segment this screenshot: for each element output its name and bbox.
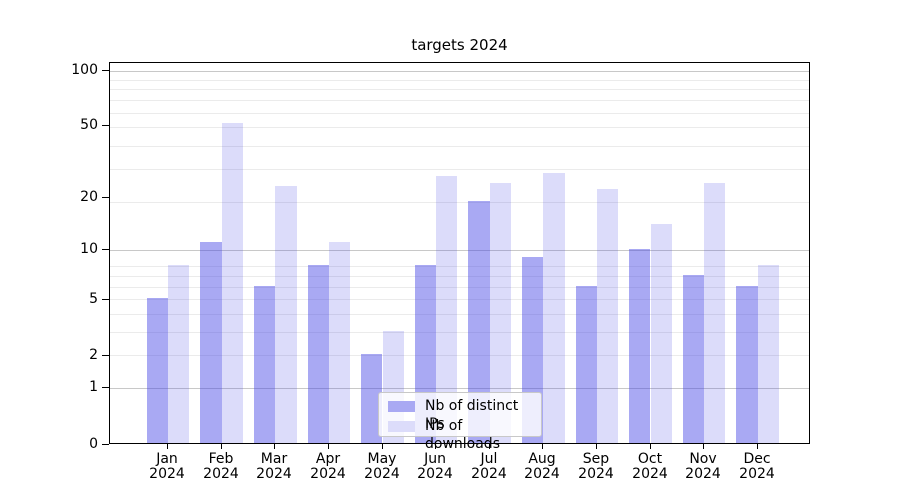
gridline	[110, 314, 809, 315]
bar-nov-distinct-ips	[682, 274, 705, 443]
x-tick-mark	[435, 444, 436, 449]
bar-jan-downloads	[168, 265, 190, 443]
bar-may-distinct-ips	[361, 354, 383, 443]
legend-entry-distinct-ips: Nb of distinct IPs	[379, 396, 541, 432]
y-tick-label: 50	[80, 117, 98, 133]
x-tick-label-apr: Apr 2024	[310, 451, 346, 482]
x-tick-label-aug: Aug 2024	[524, 451, 560, 482]
legend: Nb of distinct IPs Nb of downloads	[378, 392, 542, 452]
gridline	[110, 276, 809, 277]
bar-nov-downloads	[704, 182, 726, 443]
gridline	[110, 113, 809, 114]
gridline	[110, 388, 809, 389]
y-tick-mark	[102, 444, 109, 445]
bar-jul-downloads	[489, 182, 512, 443]
x-tick-mark	[274, 444, 275, 449]
x-tick-mark	[328, 444, 329, 449]
x-tick-label-mar: Mar 2024	[256, 451, 292, 482]
x-tick-label-dec: Dec 2024	[739, 451, 775, 482]
y-tick-mark	[102, 125, 109, 126]
legend-entry-downloads: Nb of downloads	[379, 416, 541, 452]
bar-oct-distinct-ips	[629, 249, 651, 443]
gridline	[110, 89, 809, 90]
legend-swatch-distinct-ips	[388, 401, 415, 412]
legend-label-downloads: Nb of downloads	[425, 418, 500, 452]
x-tick-mark	[596, 444, 597, 449]
x-tick-mark	[542, 444, 543, 449]
y-tick-label: 1	[89, 379, 98, 395]
x-tick-label-sep: Sep 2024	[578, 451, 614, 482]
x-tick-mark	[650, 444, 651, 449]
gridline	[110, 332, 809, 333]
bar-feb-distinct-ips	[200, 241, 222, 443]
gridline	[110, 127, 809, 128]
gridline	[110, 146, 809, 147]
gridline	[110, 71, 809, 72]
legend-label-distinct-ips: Nb of distinct IPs	[425, 398, 519, 432]
bar-sep-distinct-ips	[575, 285, 597, 443]
x-tick-label-feb: Feb 2024	[203, 451, 239, 482]
bar-sep-downloads	[596, 189, 619, 443]
gridline	[110, 299, 809, 300]
chart-title: targets 2024	[411, 36, 508, 54]
x-tick-label-oct: Oct 2024	[632, 451, 668, 482]
bar-mar-distinct-ips	[253, 285, 276, 443]
bar-jan-distinct-ips	[146, 298, 169, 443]
y-tick-mark	[102, 197, 109, 198]
y-tick-label: 0	[89, 436, 98, 452]
gridline	[110, 287, 809, 288]
bar-apr-distinct-ips	[307, 265, 329, 443]
x-tick-label-jan: Jan 2024	[149, 451, 185, 482]
bar-feb-downloads	[221, 123, 244, 443]
gridline	[110, 266, 809, 267]
x-tick-label-may: May 2024	[364, 451, 400, 482]
y-tick-mark	[102, 299, 109, 300]
y-tick-mark	[102, 249, 109, 250]
gridline	[110, 250, 809, 251]
x-tick-label-nov: Nov 2024	[685, 451, 721, 482]
y-tick-label: 100	[71, 62, 98, 78]
x-tick-mark	[382, 444, 383, 449]
x-tick-mark	[489, 444, 490, 449]
legend-swatch-downloads	[388, 421, 415, 432]
y-tick-label: 10	[80, 241, 98, 257]
x-tick-mark	[221, 444, 222, 449]
y-tick-label: 20	[80, 189, 98, 205]
bar-dec-downloads	[757, 265, 780, 443]
bar-jun-downloads	[436, 176, 458, 443]
bar-dec-distinct-ips	[736, 285, 758, 443]
x-tick-mark	[757, 444, 758, 449]
plot-area	[109, 62, 810, 444]
bar-mar-downloads	[275, 185, 297, 443]
y-tick-mark	[102, 70, 109, 71]
x-tick-label-jul: Jul 2024	[471, 451, 507, 482]
x-tick-mark	[167, 444, 168, 449]
y-tick-mark	[102, 387, 109, 388]
y-tick-label: 5	[89, 291, 98, 307]
gridline	[110, 100, 809, 101]
y-tick-label: 2	[89, 347, 98, 363]
gridline	[110, 80, 809, 81]
x-tick-mark	[703, 444, 704, 449]
bar-oct-downloads	[650, 223, 672, 443]
gridline	[110, 202, 809, 203]
x-tick-label-jun: Jun 2024	[417, 451, 453, 482]
y-tick-mark	[102, 355, 109, 356]
bar-jul-distinct-ips	[468, 200, 490, 443]
bar-apr-downloads	[328, 241, 351, 443]
bar-aug-downloads	[543, 173, 565, 443]
gridline	[110, 169, 809, 170]
gridline	[110, 355, 809, 356]
